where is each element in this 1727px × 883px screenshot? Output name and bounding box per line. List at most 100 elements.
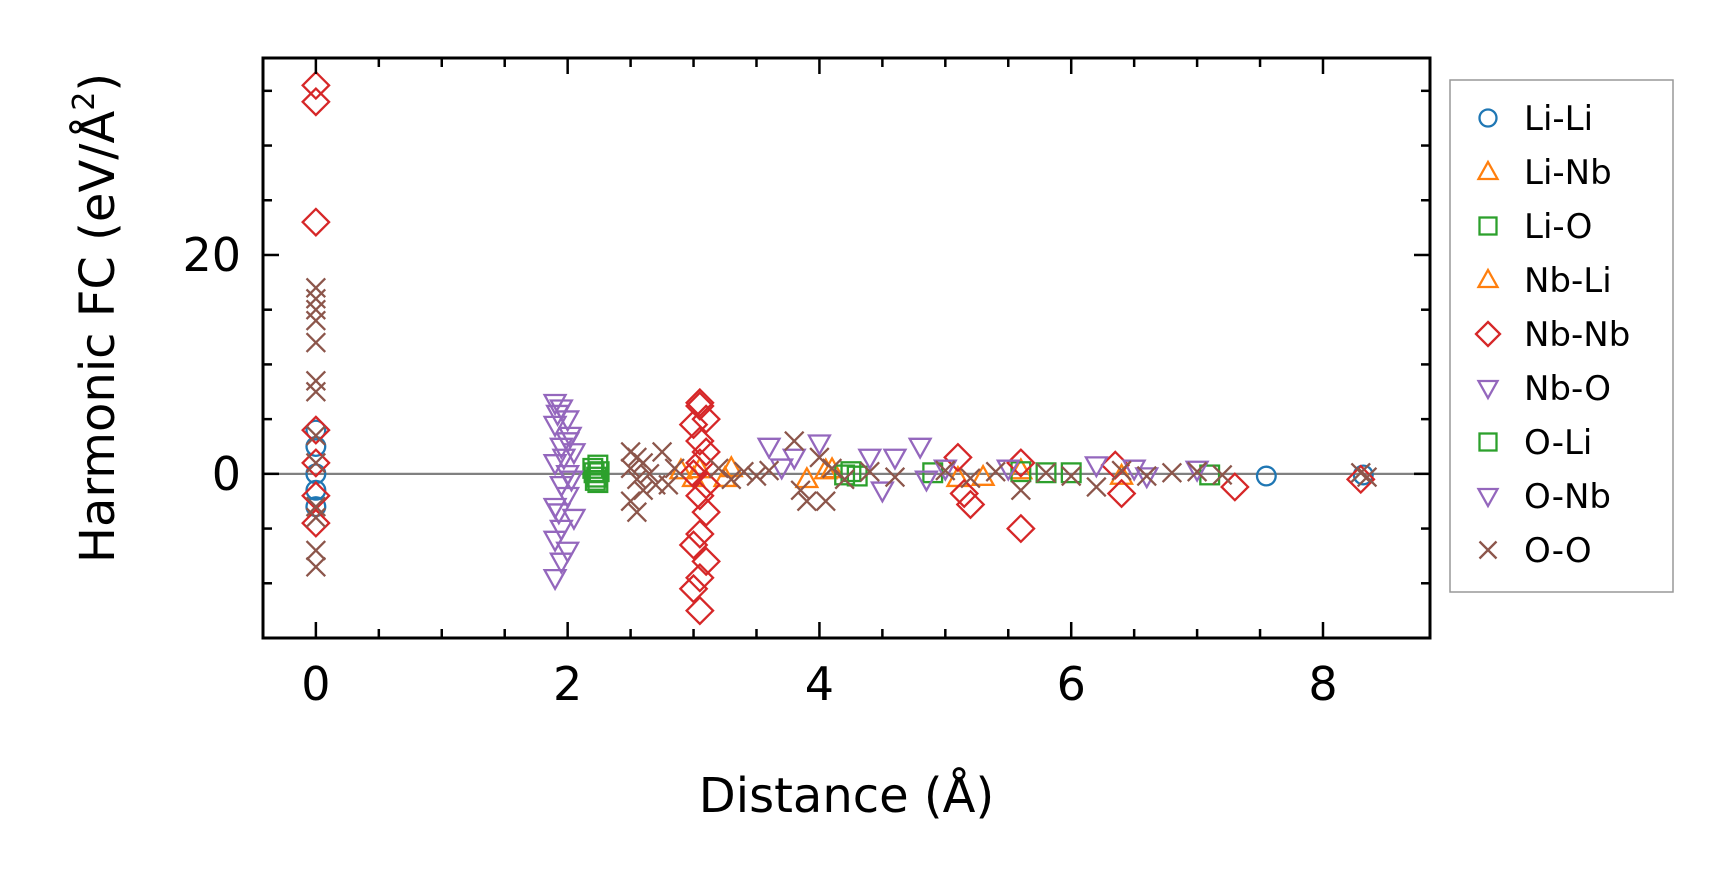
data-point (1061, 465, 1082, 487)
data-point (542, 454, 568, 477)
data-point (561, 443, 587, 466)
data-point (561, 508, 587, 531)
data-point (907, 437, 933, 460)
data-point (718, 455, 744, 478)
legend-entry: Nb-O (1476, 369, 1611, 409)
data-point (301, 207, 331, 237)
data-point (678, 459, 709, 489)
data-point (651, 441, 673, 463)
data-point (1134, 467, 1160, 490)
data-point (546, 503, 572, 526)
y-axis-label-close: ) (70, 73, 126, 92)
data-point (1035, 462, 1057, 484)
series-o-nb (545, 404, 1160, 526)
data-point (305, 310, 327, 331)
data-point (1006, 513, 1036, 544)
legend-label: O-Nb (1524, 477, 1611, 517)
data-point (551, 448, 577, 471)
data-point (1106, 478, 1137, 509)
data-point (932, 459, 958, 482)
data-point (796, 491, 818, 512)
data-point (708, 458, 729, 479)
data-point (1356, 466, 1378, 488)
data-point (834, 464, 856, 486)
data-point (305, 507, 327, 528)
data-point (1136, 465, 1157, 487)
data-point (548, 519, 574, 542)
data-point (587, 472, 609, 494)
data-point (1184, 460, 1210, 483)
data-point (685, 519, 715, 549)
x-axis-label: Distance (Å) (699, 767, 994, 824)
data-point (1212, 464, 1233, 486)
legend-label: Li-Li (1524, 99, 1593, 139)
data-point (542, 393, 568, 417)
data-point (301, 508, 331, 538)
data-point (305, 425, 327, 446)
y-axis-label-main: Harmonic FC (eV/Å (69, 111, 126, 564)
data-point (620, 491, 641, 512)
data-point (633, 480, 654, 501)
x-tick-label: 6 (1057, 657, 1086, 711)
data-point (664, 458, 685, 479)
data-point (882, 448, 908, 471)
data-point (548, 552, 574, 575)
legend-entry: O-Nb (1476, 477, 1611, 517)
data-point (955, 489, 986, 520)
legend-entry: Li-Li (1478, 99, 1593, 139)
data-point (545, 404, 570, 428)
data-point (685, 387, 715, 418)
series-o-o (305, 277, 1378, 578)
data-point (658, 474, 679, 495)
data-point (857, 448, 883, 471)
data-point (305, 419, 327, 441)
tick-labels: 0 2 4 6 8 0 20 (182, 228, 1337, 711)
data-point (1161, 462, 1183, 483)
data-point (794, 465, 820, 489)
y-axis-label: Harmonic FC (eV/Å2) (67, 73, 126, 563)
legend-marker (1476, 379, 1500, 401)
data-point (685, 480, 715, 511)
legend-entry: Li-O (1478, 207, 1592, 247)
legend-marker (1474, 320, 1502, 348)
legend-marker (1478, 216, 1498, 236)
data-point (1083, 456, 1109, 479)
data-point (943, 442, 973, 473)
data-point (758, 460, 780, 481)
data-point (678, 530, 709, 560)
legend-label: O-O (1524, 531, 1592, 571)
legend-entry: Nb-Nb (1474, 315, 1630, 355)
data-point (685, 448, 715, 478)
data-point (305, 277, 327, 298)
plot-frame (261, 56, 1432, 640)
data-point (548, 475, 574, 499)
data-point (542, 530, 568, 553)
data-point (587, 454, 609, 476)
data-point (884, 466, 906, 488)
legend-entry: Li-Nb (1476, 153, 1612, 193)
legend-marker (1476, 487, 1500, 509)
data-point (733, 461, 755, 482)
data-point (834, 469, 855, 490)
data-point (821, 458, 843, 479)
data-point (305, 288, 327, 309)
legend-label: Nb-O (1524, 369, 1611, 409)
data-point (769, 458, 795, 481)
data-point (305, 370, 327, 391)
data-point (305, 540, 327, 561)
y-axis-label-superscript: 2 (67, 92, 102, 111)
data-point (301, 86, 331, 117)
data-point (1008, 457, 1034, 480)
data-point (846, 465, 868, 487)
data-point (542, 568, 568, 592)
data-point (305, 381, 327, 402)
legend-marker (1476, 159, 1500, 181)
plot-area (263, 70, 1430, 626)
data-point (639, 463, 660, 485)
data-point (1010, 480, 1032, 501)
data-point (970, 463, 996, 486)
data-point (301, 448, 331, 478)
data-point (935, 460, 956, 481)
data-point (840, 461, 862, 483)
data-point (995, 459, 1021, 482)
